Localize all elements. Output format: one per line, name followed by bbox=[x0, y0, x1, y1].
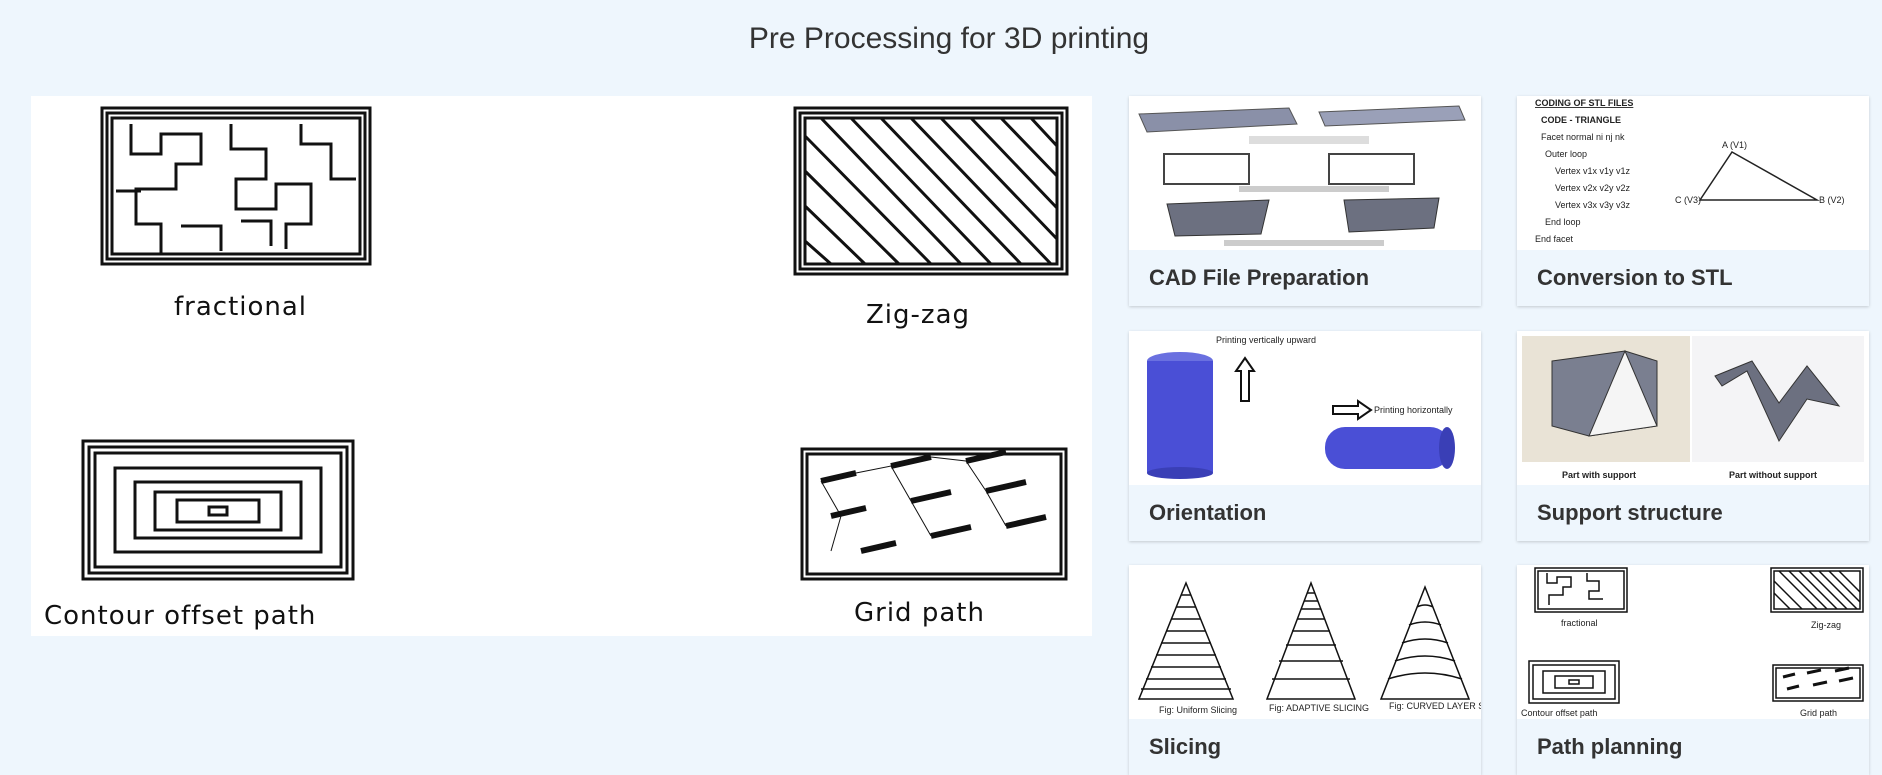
arrow-right-icon bbox=[1332, 399, 1373, 421]
hero-image-path-planning: fractional Zig-zag Contour offset path G… bbox=[31, 96, 1092, 636]
card-label: Path planning bbox=[1517, 719, 1869, 775]
path-planning-thumbnail: fractional Zig-zag Contour offset path G… bbox=[1517, 565, 1869, 719]
triangle-diagram bbox=[1698, 151, 1820, 201]
zigzag-pattern bbox=[793, 106, 1069, 276]
card-orientation[interactable]: Printing vertically upward Printing hori… bbox=[1129, 331, 1481, 541]
stl-code-thumbnail: CODING OF STL FILES CODE - TRIANGLE Face… bbox=[1517, 96, 1869, 250]
card-label: Support structure bbox=[1517, 485, 1869, 541]
vertex-b-label: B (V2) bbox=[1819, 195, 1845, 205]
mini-caption-contour: Contour offset path bbox=[1521, 708, 1597, 718]
without-support-label: Part without support bbox=[1729, 470, 1817, 480]
caption-fractional: fractional bbox=[174, 292, 308, 322]
card-label: Orientation bbox=[1129, 485, 1481, 541]
cad-preparation-thumbnail bbox=[1129, 96, 1481, 250]
vertical-label: Printing vertically upward bbox=[1216, 335, 1316, 345]
card-cad-file-preparation[interactable]: CAD File Preparation bbox=[1129, 96, 1481, 306]
stl-text-8: End facet bbox=[1535, 234, 1574, 244]
card-label: CAD File Preparation bbox=[1129, 250, 1481, 306]
stl-text-7: End loop bbox=[1545, 217, 1581, 227]
stl-text-6: Vertex v3x v3y v3z bbox=[1555, 200, 1631, 210]
card-conversion-to-stl[interactable]: CODING OF STL FILES CODE - TRIANGLE Face… bbox=[1517, 96, 1869, 306]
fractional-pattern bbox=[100, 106, 372, 266]
horizontal-label: Printing horizontally bbox=[1374, 405, 1453, 415]
card-label: Slicing bbox=[1129, 719, 1481, 775]
vertex-a-label: A (V1) bbox=[1722, 140, 1747, 150]
vertex-c-label: C (V3) bbox=[1675, 195, 1701, 205]
path-patterns-illustration bbox=[81, 106, 1069, 581]
stl-text-1: CODE - TRIANGLE bbox=[1541, 115, 1621, 125]
page-title: Pre Processing for 3D printing bbox=[748, 22, 1150, 55]
mini-caption-fractional: fractional bbox=[1561, 618, 1598, 628]
slicing-thumbnail: Fig: Uniform Slicing Fig: ADAPTIVE SLICI… bbox=[1129, 565, 1481, 719]
card-path-planning[interactable]: fractional Zig-zag Contour offset path G… bbox=[1517, 565, 1869, 775]
adaptive-slicing-label: Fig: ADAPTIVE SLICING bbox=[1269, 703, 1369, 713]
grid-pattern bbox=[800, 447, 1068, 581]
mini-caption-zigzag: Zig-zag bbox=[1811, 620, 1841, 630]
mini-caption-grid: Grid path bbox=[1800, 708, 1837, 718]
card-slicing[interactable]: Fig: Uniform Slicing Fig: ADAPTIVE SLICI… bbox=[1129, 565, 1481, 775]
arrow-up-icon bbox=[1234, 356, 1256, 402]
curved-slicing-label: Fig: CURVED LAYER SLICING bbox=[1389, 701, 1481, 711]
support-structure-thumbnail: Part with support Part without support bbox=[1517, 331, 1869, 485]
card-label: Conversion to STL bbox=[1517, 250, 1869, 306]
orientation-thumbnail: Printing vertically upward Printing hori… bbox=[1129, 331, 1481, 485]
uniform-slicing-label: Fig: Uniform Slicing bbox=[1159, 705, 1237, 715]
stl-text-2: Facet normal ni nj nk bbox=[1541, 132, 1625, 142]
caption-zigzag: Zig-zag bbox=[866, 300, 971, 330]
card-support-structure[interactable]: Part with support Part without support S… bbox=[1517, 331, 1869, 541]
stl-text-0: CODING OF STL FILES bbox=[1535, 98, 1633, 108]
stl-text-3: Outer loop bbox=[1545, 149, 1587, 159]
with-support-label: Part with support bbox=[1562, 470, 1636, 480]
contour-pattern bbox=[81, 439, 355, 581]
caption-contour-offset-path: Contour offset path bbox=[44, 601, 317, 631]
stl-text-4: Vertex v1x v1y v1z bbox=[1555, 166, 1631, 176]
stl-text-5: Vertex v2x v2y v2z bbox=[1555, 183, 1631, 193]
caption-grid-path: Grid path bbox=[854, 598, 985, 628]
